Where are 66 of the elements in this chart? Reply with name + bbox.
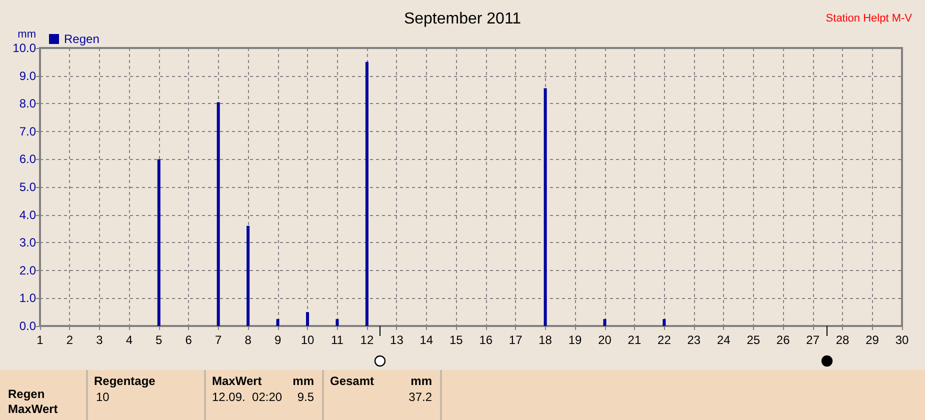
y-tick-label: 8.0 [19, 96, 36, 111]
x-tick-label: 20 [598, 333, 612, 347]
y-axis-title: mm [18, 28, 36, 40]
text: mm [410, 374, 432, 388]
x-tick-label: 2 [66, 333, 74, 347]
bar [306, 312, 310, 326]
text: MaxWert [212, 374, 262, 388]
bar [365, 62, 368, 326]
x-tick-label: 21 [628, 333, 642, 347]
x-tick-label: 15 [449, 333, 464, 347]
x-tick-label: 29 [866, 333, 880, 347]
bar [157, 159, 160, 326]
bar [544, 88, 547, 326]
y-tick-label: 3.0 [19, 236, 36, 250]
x-tick-label: 11 [331, 333, 344, 347]
x-tick-label: 24 [716, 333, 731, 347]
x-tick-label: 8 [244, 333, 252, 347]
x-tick-label: 5 [156, 333, 163, 347]
x-tick-label: 26 [776, 333, 790, 347]
y-tick-label: 2.0 [19, 263, 36, 278]
bar [336, 319, 339, 326]
x-tick-label: 4 [126, 333, 133, 347]
x-tick-label: 25 [746, 333, 760, 347]
text: Regen [8, 387, 45, 401]
chart-title: September 2011 [404, 10, 522, 28]
x-tick-label: 6 [185, 333, 192, 347]
x-tick-label: 23 [687, 333, 701, 347]
bar [216, 102, 220, 326]
y-tick-label: 10.0 [12, 41, 36, 55]
legend-label: Regen [64, 32, 100, 46]
text: Regentage [94, 374, 156, 388]
x-tick-label: 10 [300, 333, 315, 347]
text: mm [292, 374, 314, 388]
y-tick-label: 9.0 [19, 68, 36, 83]
x-tick-label: 28 [836, 333, 850, 347]
text: Gesamt [330, 374, 374, 388]
text: 37.2 [408, 390, 432, 404]
x-tick-label: 7 [215, 333, 222, 347]
y-tick-label: 5.0 [19, 180, 36, 194]
x-tick-label: 27 [806, 333, 820, 347]
y-tick-label: 6.0 [19, 152, 36, 166]
x-tick-label: 17 [508, 333, 523, 347]
x-tick-label: 13 [390, 333, 404, 347]
y-tick-label: 7.0 [19, 124, 36, 138]
text: MaxWert [8, 402, 58, 416]
bar [276, 319, 280, 326]
x-tick-label: 9 [274, 333, 282, 347]
chart-subtitle: Station Helpt M-V [826, 12, 913, 24]
bar [246, 226, 250, 326]
text: 9.5 [297, 390, 314, 404]
y-tick-label: 4.0 [19, 208, 36, 222]
x-tick-label: 16 [479, 333, 493, 347]
x-tick-label: 14 [420, 333, 434, 347]
x-tick-label: 1 [36, 333, 44, 347]
x-tick-label: 19 [568, 333, 582, 347]
bar [603, 319, 606, 326]
y-tick-label: 0.0 [19, 319, 36, 333]
text: 12.09. 02:20 [212, 390, 282, 404]
x-tick-label: 3 [96, 333, 104, 347]
bar [662, 319, 666, 326]
x-tick-label: 12 [360, 333, 374, 347]
x-tick-label: 18 [538, 333, 552, 347]
text: 10 [96, 390, 110, 404]
x-tick-label: 30 [895, 333, 909, 347]
y-tick-label: 1.0 [19, 291, 36, 306]
x-tick-label: 22 [658, 333, 672, 347]
